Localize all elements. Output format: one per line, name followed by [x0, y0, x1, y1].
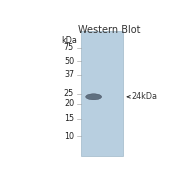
- Text: kDa: kDa: [61, 35, 77, 44]
- Ellipse shape: [86, 94, 102, 100]
- Text: 50: 50: [64, 57, 74, 66]
- Text: 24kDa: 24kDa: [131, 92, 157, 101]
- Text: 15: 15: [64, 114, 74, 123]
- Bar: [81, 31, 123, 156]
- Text: Western Blot: Western Blot: [78, 25, 140, 35]
- Text: 25: 25: [64, 89, 74, 98]
- Text: 37: 37: [64, 70, 74, 79]
- Text: 20: 20: [64, 99, 74, 108]
- Text: 75: 75: [64, 43, 74, 52]
- Text: 10: 10: [64, 132, 74, 141]
